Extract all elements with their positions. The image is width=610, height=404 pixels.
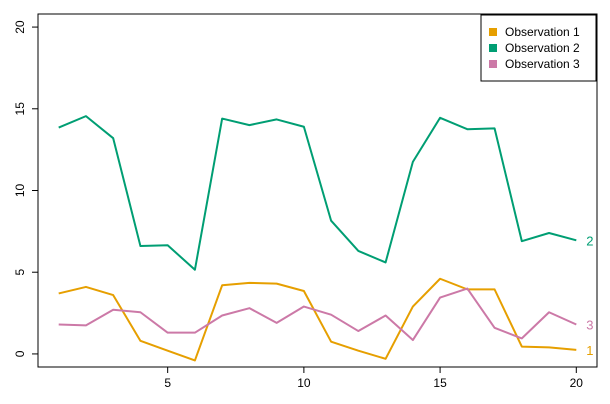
legend-entry-label: Observation 1 [505,25,580,39]
legend-swatch [489,28,497,36]
x-tick-label: 10 [297,376,311,390]
legend-box [480,14,597,82]
y-tick-label: 0 [13,350,27,357]
legend-entry-label: Observation 3 [505,57,580,71]
legend-swatch [489,44,497,52]
series-line-observation-3 [58,287,577,342]
x-tick-label: 20 [570,376,584,390]
x-tick-label: 15 [433,376,447,390]
series-end-label: 2 [586,233,593,248]
legend: Observation 1 Observation 2 Observation 3 [480,14,597,82]
series-end-label: 1 [586,343,593,358]
legend-entry-label: Observation 2 [505,41,580,55]
series-layer: 1 2 3 [58,115,594,362]
y-tick-label: 20 [13,20,27,34]
y-tick-label: 15 [13,102,27,116]
y-axis: 0 5 10 15 20 [13,20,38,357]
series-line-observation-1 [58,277,577,362]
y-tick-label: 5 [13,269,27,276]
x-tick-label: 5 [164,376,171,390]
series-line-observation-2 [58,115,577,271]
legend-swatch [489,60,497,68]
series-end-label: 3 [586,318,593,333]
y-tick-label: 10 [13,184,27,198]
x-axis: 5 10 15 20 [164,367,583,390]
